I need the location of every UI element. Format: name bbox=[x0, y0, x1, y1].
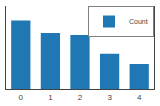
svg-text:Count: Count bbox=[129, 18, 148, 25]
svg-text:2: 2 bbox=[78, 93, 83, 102]
svg-text:0: 0 bbox=[19, 93, 24, 102]
svg-text:4: 4 bbox=[137, 93, 142, 102]
svg-text:1: 1 bbox=[48, 93, 53, 102]
svg-text:3: 3 bbox=[107, 93, 112, 102]
